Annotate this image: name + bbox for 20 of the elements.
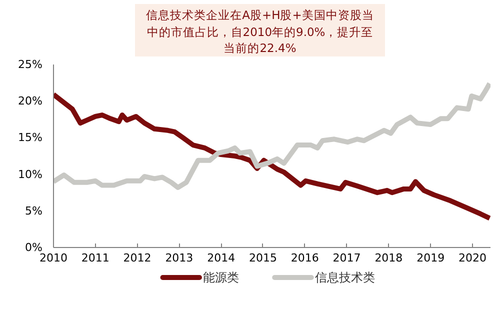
x-tick-label: 2014 [207, 252, 236, 264]
text: 信息技术类企业在A股+H股+美国中资股当中的市值占比，自2010年的9.0%，提升至当前的22.4% [145, 7, 375, 58]
x-tick-label: 2017 [332, 252, 361, 264]
x-tick-label: 2011 [81, 252, 110, 264]
x-tick-label: 2012 [123, 252, 152, 264]
y-tick-label: 25% [18, 58, 43, 71]
legend-label: 能源类 [202, 270, 239, 284]
legend-label: 信息技术类 [314, 270, 375, 284]
x-tick-label: 2020 [458, 252, 486, 264]
x-tick-label: 2015 [248, 252, 277, 264]
x-tick-label: 2013 [165, 252, 194, 264]
x-tick-label: 2010 [40, 252, 68, 264]
y-tick-label: 5% [25, 204, 42, 218]
y-tick-label: 20% [18, 94, 43, 108]
y-tick-label: 0% [25, 241, 42, 254]
x-tick-label: 2016 [290, 252, 319, 264]
y-tick-label: 15% [18, 131, 43, 144]
x-tick-label: 2018 [374, 252, 403, 264]
x-tick-label: 2019 [416, 252, 445, 264]
y-tick-label: 10% [18, 168, 43, 181]
